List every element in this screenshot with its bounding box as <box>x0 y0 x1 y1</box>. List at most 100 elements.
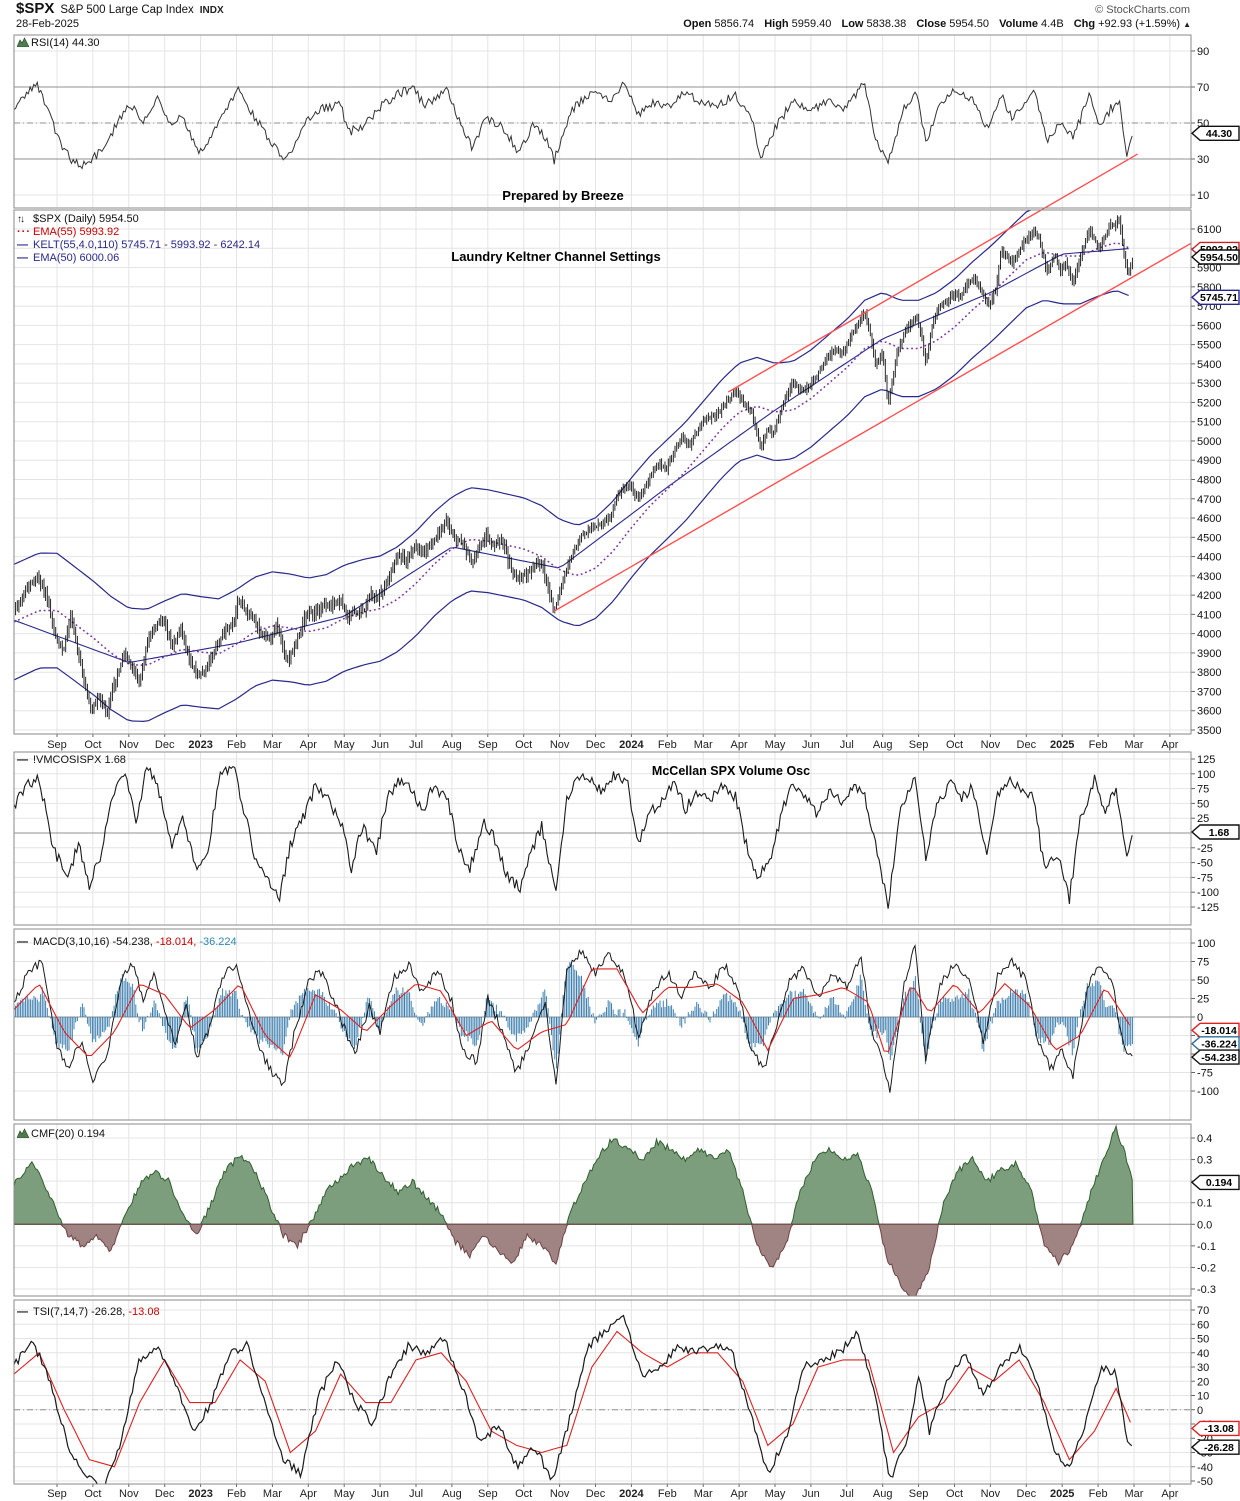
svg-text:4300: 4300 <box>1197 571 1221 583</box>
svg-text:4900: 4900 <box>1197 455 1221 467</box>
svg-text:Oct: Oct <box>84 739 101 751</box>
svg-text:Mar: Mar <box>263 739 282 751</box>
ema50-legend-label: EMA(50) 6000.06 <box>33 252 120 264</box>
price-legend-kelt: — KELT(55,4.0,110) 5745.71 - 5993.92 - 62… <box>17 239 260 251</box>
price-series <box>14 210 1133 723</box>
rsi-legend: RSI(14) 44.30 <box>16 37 100 50</box>
svg-text:-50: -50 <box>1197 858 1213 870</box>
svg-text:4600: 4600 <box>1197 513 1221 525</box>
svg-text:0.1: 0.1 <box>1197 1198 1212 1210</box>
svg-text:4700: 4700 <box>1197 494 1221 506</box>
solid-line-icon: — <box>17 1306 28 1318</box>
svg-text:Jun: Jun <box>371 1488 389 1500</box>
svg-text:75: 75 <box>1197 784 1209 796</box>
high-label: High <box>764 18 789 30</box>
svg-text:Sep: Sep <box>478 1488 498 1500</box>
svg-text:May: May <box>765 739 786 751</box>
svg-text:Nov: Nov <box>981 739 1001 751</box>
svg-text:4000: 4000 <box>1197 629 1221 641</box>
rsi-legend-label: RSI(14) 44.30 <box>31 37 100 49</box>
svg-text:30: 30 <box>1197 154 1209 166</box>
svg-text:4500: 4500 <box>1197 532 1221 544</box>
svg-text:40: 40 <box>1197 1348 1209 1360</box>
svg-text:Apr: Apr <box>300 739 317 751</box>
svg-text:Oct: Oct <box>84 1488 101 1500</box>
grid-vmco: 125 100 75 50 25 -25 -50 -75 -100 -125 <box>14 752 1219 925</box>
svg-text:Aug: Aug <box>873 739 893 751</box>
svg-text:Sep: Sep <box>909 1488 929 1500</box>
svg-text:Dec: Dec <box>586 1488 606 1500</box>
callout-cmf-0.194: 0.194 <box>1190 1174 1240 1191</box>
svg-text:50: 50 <box>1197 975 1209 987</box>
svg-text:0.4: 0.4 <box>1197 1133 1212 1145</box>
svg-text:Nov: Nov <box>550 1488 570 1500</box>
svg-text:Jul: Jul <box>409 1488 423 1500</box>
svg-text:Jul: Jul <box>840 1488 854 1500</box>
x-axis-labels-1: Sep Oct Nov Dec 2023 Feb Mar Apr May Jun Jul Aug Sep… <box>47 1484 1179 1500</box>
svg-text:4100: 4100 <box>1197 609 1221 621</box>
area-chart-icon <box>16 37 31 50</box>
svg-text:6100: 6100 <box>1197 224 1221 236</box>
svg-text:3500: 3500 <box>1197 725 1221 737</box>
svg-text:Aug: Aug <box>442 1488 462 1500</box>
svg-text:-50: -50 <box>1197 1476 1213 1488</box>
svg-text:Sep: Sep <box>909 739 929 751</box>
tsi-signal-value: -13.08 <box>128 1306 160 1318</box>
svg-text:2025: 2025 <box>1050 739 1074 751</box>
svg-text:-36.224: -36.224 <box>1201 1039 1237 1051</box>
svg-text:Dec: Dec <box>1017 739 1037 751</box>
macd-hist-value: -36.224 <box>199 936 237 948</box>
vmco-series <box>14 765 1133 909</box>
open-label: Open <box>683 18 712 30</box>
svg-text:May: May <box>765 1488 786 1500</box>
high-value: 5959.40 <box>791 18 832 30</box>
low-label: Low <box>841 18 864 30</box>
svg-text:Dec: Dec <box>155 739 175 751</box>
svg-text:3800: 3800 <box>1197 667 1221 679</box>
svg-text:0.3: 0.3 <box>1197 1155 1212 1167</box>
svg-text:30: 30 <box>1197 1362 1209 1374</box>
svg-text:Mar: Mar <box>694 739 713 751</box>
svg-text:-18.014: -18.014 <box>1201 1025 1237 1037</box>
svg-text:-25: -25 <box>1197 843 1213 855</box>
callout-tsi--26.28: -26.28 <box>1190 1439 1240 1455</box>
panel-border-cmf <box>13 1123 1192 1297</box>
chg-value: +92.93 (+1.59%) <box>1098 18 1181 30</box>
svg-text:2024: 2024 <box>619 1488 644 1500</box>
svg-text:Mar: Mar <box>1125 739 1144 751</box>
panel-border-price <box>13 209 1192 735</box>
svg-text:Dec: Dec <box>586 739 606 751</box>
svg-text:3600: 3600 <box>1197 706 1221 718</box>
svg-text:20: 20 <box>1197 1376 1209 1388</box>
svg-text:5900: 5900 <box>1197 263 1221 275</box>
tsi-series <box>14 1314 1133 1484</box>
svg-text:3700: 3700 <box>1197 686 1221 698</box>
trendline-channel <box>553 153 1192 612</box>
chart-date: 28-Feb-2025 <box>16 18 79 30</box>
svg-text:Feb: Feb <box>227 1488 246 1500</box>
solid-line-icon: — <box>17 936 28 948</box>
svg-text:-100: -100 <box>1197 887 1219 899</box>
rsi-series <box>14 80 1133 170</box>
svg-text:-100: -100 <box>1197 1086 1219 1098</box>
vmco-legend-label: !VMCOSISPX 1.68 <box>33 754 126 766</box>
svg-text:-75: -75 <box>1197 1068 1213 1080</box>
svg-text:Nov: Nov <box>550 739 570 751</box>
svg-text:5745.71: 5745.71 <box>1200 292 1238 304</box>
open-value: 5856.74 <box>714 18 755 30</box>
quote-line: Open 5856.74 High 5959.40 Low 5838.38 Close… <box>676 18 1191 31</box>
svg-text:70: 70 <box>1197 82 1209 94</box>
svg-text:75: 75 <box>1197 957 1209 969</box>
svg-text:4800: 4800 <box>1197 475 1221 487</box>
kelt-legend-label: KELT(55,4.0,110) 5745.71 - 5993.92 - 624… <box>33 239 261 251</box>
svg-text:-125: -125 <box>1197 902 1219 914</box>
svg-text:-40: -40 <box>1197 1462 1213 1474</box>
svg-text:70: 70 <box>1197 1305 1209 1317</box>
callout-vmco-1.68: 1.68 <box>1190 824 1240 840</box>
svg-text:Sep: Sep <box>478 739 498 751</box>
svg-text:Apr: Apr <box>300 1488 317 1500</box>
svg-text:100: 100 <box>1197 938 1215 950</box>
